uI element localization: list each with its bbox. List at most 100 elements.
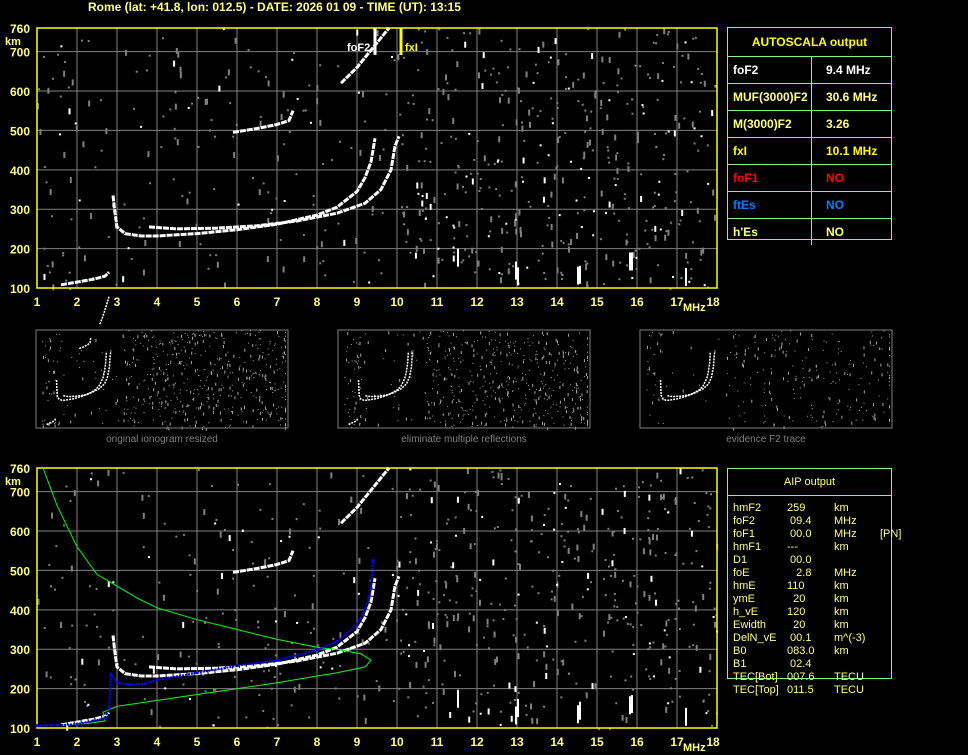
aip-cell: Ewidth bbox=[733, 619, 767, 631]
autoscala-row: h'Es NO bbox=[728, 219, 891, 245]
thumbnail-caption: eliminate multiple reflections bbox=[401, 434, 527, 445]
x-tick-label: 18 bbox=[706, 735, 720, 749]
aip-cell: 00.0 bbox=[787, 528, 812, 540]
noise-pixels bbox=[37, 28, 717, 291]
aip-cell: 00.0 bbox=[787, 554, 812, 566]
aip-cell: h_vE bbox=[733, 606, 759, 618]
x-tick-label: 14 bbox=[550, 295, 564, 309]
aip-cell: foE bbox=[733, 567, 750, 579]
noise-pixels bbox=[37, 468, 719, 731]
x-tick-label: 10 bbox=[390, 295, 404, 309]
thumbnail-1 bbox=[337, 329, 591, 431]
echo-trace-2F2-high bbox=[339, 27, 391, 85]
aip-row: h_vE 120 km bbox=[733, 606, 901, 619]
x-tick-label: 3 bbox=[114, 735, 121, 749]
aip-cell: 09.4 bbox=[787, 515, 812, 527]
aip-cell: foF1 bbox=[733, 528, 756, 540]
aip-row: TEC[Bot] 007.6 TECU bbox=[733, 671, 901, 684]
param-value: 10.1 MHz bbox=[826, 144, 878, 158]
x-tick-label: 13 bbox=[510, 295, 524, 309]
aip-cell: MHz bbox=[834, 528, 857, 540]
aip-cell: 083.0 bbox=[787, 645, 815, 657]
data-point bbox=[335, 639, 339, 643]
param-name: foF2 bbox=[728, 57, 812, 83]
aip-row: foE 2.8 MHz bbox=[733, 567, 901, 580]
echo-trace-2F2-high bbox=[339, 467, 391, 525]
data-point bbox=[315, 648, 319, 652]
thumbnail-frame bbox=[35, 329, 289, 429]
echo-trace-F2-o bbox=[111, 138, 377, 238]
aip-output-panel: AIP output bbox=[727, 468, 892, 679]
aip-cell: TECU bbox=[834, 684, 864, 696]
x-tick-label: 2 bbox=[74, 295, 81, 309]
data-point bbox=[367, 596, 371, 600]
x-tick-label: 17 bbox=[670, 295, 684, 309]
aip-cell bbox=[834, 554, 880, 567]
data-point bbox=[155, 678, 159, 682]
y-tick-label: 600 bbox=[10, 85, 30, 99]
aip-row: DelN_vE 00.1 m^(-3) bbox=[733, 632, 901, 645]
x-tick-label: 11 bbox=[431, 735, 444, 749]
thumbnail-caption: evidence F2 trace bbox=[726, 434, 806, 445]
y-tick-label: 100 bbox=[10, 722, 30, 736]
y-tick-label: 400 bbox=[10, 164, 30, 178]
aip-cell: hmE bbox=[733, 580, 756, 592]
param-name: h'Es bbox=[728, 219, 812, 245]
x-tick-label: 13 bbox=[510, 735, 524, 749]
autoscala-row: foF2 9.4 MHz bbox=[728, 57, 891, 84]
thumbnail-frame bbox=[639, 329, 893, 429]
y-tick-label: 760 bbox=[10, 462, 30, 476]
plot-frame bbox=[36, 27, 718, 289]
aip-cell: 2.8 bbox=[787, 567, 812, 579]
param-name: M(3000)F2 bbox=[728, 111, 812, 137]
aip-row: foF1 00.0 MHz [PN] bbox=[733, 528, 901, 541]
aip-cell: foF2 bbox=[733, 515, 756, 527]
aip-cell: hmF1 bbox=[733, 541, 762, 553]
data-point bbox=[109, 673, 113, 677]
aip-cell: [PN] bbox=[880, 528, 902, 540]
y-tick-label: 700 bbox=[10, 46, 30, 60]
autoscala-row: M(3000)F2 3.26 bbox=[728, 111, 891, 138]
data-point bbox=[195, 671, 199, 675]
param-name: foF1 bbox=[728, 165, 812, 191]
x-tick-label: 1 bbox=[34, 735, 41, 749]
aip-cell: 110 bbox=[787, 580, 805, 592]
y-tick-label: 200 bbox=[10, 243, 30, 257]
marker-label: fxI bbox=[405, 42, 418, 54]
aip-cell: km bbox=[834, 593, 849, 605]
y-tick-label: 300 bbox=[10, 203, 30, 217]
aip-row: hmF2 259 km bbox=[733, 502, 901, 515]
echo-trace-E bbox=[60, 271, 111, 287]
aip-cell: MHz bbox=[834, 515, 857, 527]
aip-cell: 20 bbox=[787, 593, 806, 605]
data-point bbox=[369, 586, 373, 590]
param-value: NO bbox=[826, 198, 844, 212]
thumbnail-0 bbox=[35, 296, 289, 431]
aip-row: ymE 20 km bbox=[733, 593, 901, 606]
x-tick-label: 6 bbox=[234, 735, 241, 749]
x-axis-unit: MHz bbox=[683, 302, 706, 314]
aip-cell: TEC[Top] bbox=[733, 684, 779, 696]
aip-cell: 02.4 bbox=[787, 658, 812, 670]
aip-cell: MHz bbox=[834, 567, 857, 579]
x-tick-label: 10 bbox=[390, 735, 404, 749]
autoscala-row: ftEs NO bbox=[728, 192, 891, 219]
aip-cell: 007.6 bbox=[787, 671, 815, 683]
aip-row: TEC[Top] 011.5 TECU bbox=[733, 684, 901, 697]
x-tick-label: 5 bbox=[194, 295, 201, 309]
param-name: MUF(3000)F2 bbox=[728, 84, 812, 110]
aip-row: foF2 09.4 MHz bbox=[733, 515, 901, 528]
data-point bbox=[355, 623, 359, 627]
aip-output-rows: hmF2 259 km foF2 09.4 MHz foF1 00.0 MHz [PN] hmF… bbox=[733, 502, 901, 697]
x-tick-label: 12 bbox=[470, 295, 484, 309]
ionogram-plot: 1 2 3 4 5 6 7 8 9 10 11 12 13 14 15 16 17 181002003004005… bbox=[5, 22, 720, 314]
y-tick-label: 600 bbox=[10, 525, 30, 539]
x-tick-label: 3 bbox=[114, 295, 121, 309]
aip-cell: m^(-3) bbox=[834, 632, 866, 644]
x-tick-label: 9 bbox=[354, 735, 361, 749]
x-tick-label: 4 bbox=[154, 735, 161, 749]
aip-cell: km bbox=[834, 502, 849, 514]
x-tick-label: 2 bbox=[74, 735, 81, 749]
series-profile bbox=[42, 467, 372, 727]
aip-row: B0 083.0 km bbox=[733, 645, 901, 658]
